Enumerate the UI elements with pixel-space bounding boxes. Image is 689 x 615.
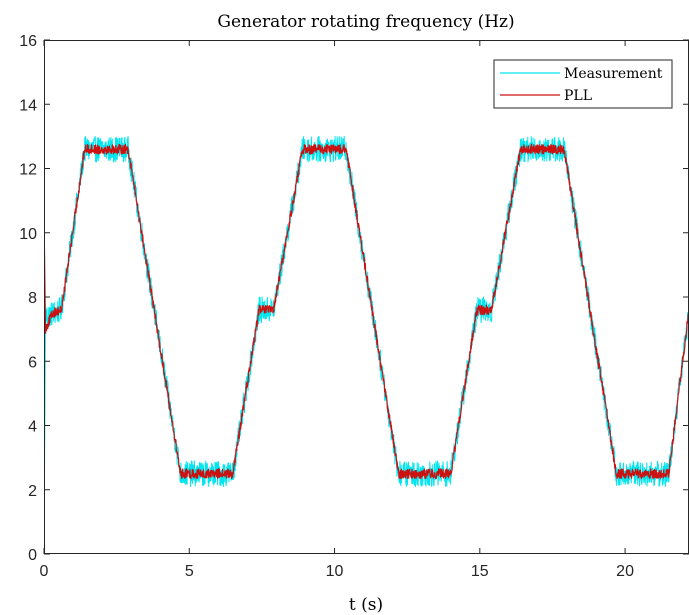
y-tick-label: 0 [28,547,37,564]
y-tick-label: 16 [19,33,37,50]
legend-label: Measurement [564,66,663,82]
plot-area: 0 2 4 6 8 10 12 14 16 0 5 10 15 20 [19,33,689,580]
x-tick-label: 15 [471,563,489,580]
y-tick-label: 10 [19,226,37,243]
legend: Measurement PLL [493,59,673,109]
x-tick-label: 10 [326,563,344,580]
y-tick-label: 8 [28,290,37,307]
x-axis-label: t (s) [349,595,383,615]
y-tick-label: 2 [28,483,37,500]
y-tick-label: 12 [19,162,37,179]
tick-layer: 0 2 4 6 8 10 12 14 16 0 5 10 15 20 [19,33,689,580]
y-tick-label: 4 [28,419,37,436]
series-layer [44,135,689,554]
y-tick-label: 6 [28,354,37,371]
x-tick-label: 5 [185,563,194,580]
legend-box [493,59,673,109]
series-line-pll [44,143,689,480]
legend-label: PLL [564,88,592,104]
x-tick-label: 20 [616,563,634,580]
chart-title: Generator rotating frequency (Hz) [217,12,514,32]
x-tick-label: 0 [40,563,49,580]
y-tick-label: 14 [19,97,37,114]
